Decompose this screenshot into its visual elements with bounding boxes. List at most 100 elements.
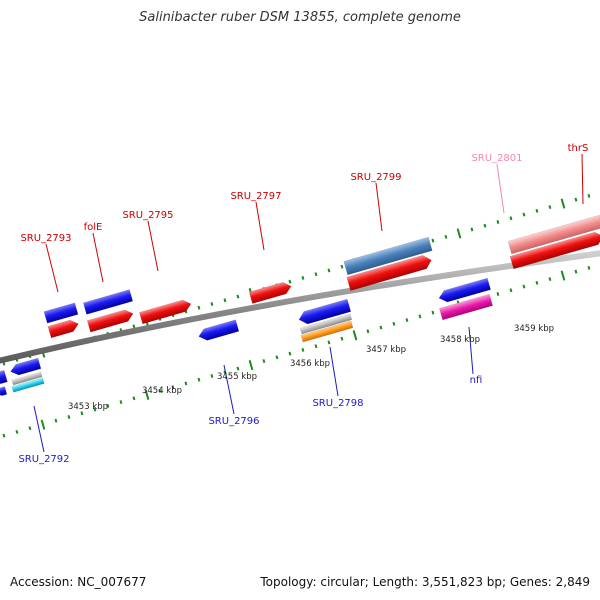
leader-line-SRU_2797 — [255, 201, 265, 251]
kbp-label: 3458 kbp — [440, 335, 480, 345]
leader-line-SRU_2792 — [33, 405, 45, 453]
minor-tick — [275, 355, 279, 360]
minor-tick — [314, 344, 318, 349]
minor-tick — [548, 205, 552, 210]
minor-tick — [132, 324, 136, 329]
minor-tick — [327, 340, 331, 345]
genome-summary-text: Topology: circular; Length: 3,551,823 bp… — [260, 575, 590, 589]
minor-tick — [548, 277, 552, 282]
minor-tick — [171, 385, 175, 390]
minor-tick — [444, 234, 448, 239]
minor-tick — [483, 223, 487, 228]
gene-label-thrS[interactable]: thrS — [568, 143, 589, 154]
gene-label-SRU_2795[interactable]: SRU_2795 — [122, 210, 173, 221]
gene-block-cyan — [11, 377, 45, 393]
minor-tick — [67, 415, 71, 419]
gene-label-SRU_2797[interactable]: SRU_2797 — [230, 191, 281, 202]
gene-label-SRU_2801[interactable]: SRU_2801 — [471, 153, 522, 164]
minor-tick — [366, 329, 370, 334]
kbp-label: 3453 kbp — [68, 402, 108, 412]
minor-tick — [431, 310, 435, 315]
leader-line-SRU_2799 — [375, 182, 383, 232]
gene-features — [0, 214, 600, 396]
kbp-label: 3456 kbp — [290, 359, 330, 369]
gene-block-steel — [343, 236, 433, 276]
leader-line-SRU_2795 — [147, 220, 159, 272]
leader-line-SRU_2801 — [496, 163, 505, 214]
gene-arrow-reverse — [298, 298, 352, 325]
minor-tick — [574, 197, 578, 202]
minor-tick — [106, 403, 110, 408]
kbp-label: 3457 kbp — [366, 345, 406, 355]
minor-tick — [379, 325, 383, 330]
minor-tick — [431, 238, 435, 243]
gene-arrow-forward — [248, 282, 292, 304]
gene-arrow-forward — [346, 255, 432, 291]
minor-tick — [418, 314, 422, 319]
minor-tick — [262, 359, 266, 364]
major-tick — [40, 419, 46, 430]
gene-block-blue — [82, 289, 134, 315]
minor-tick — [496, 220, 500, 224]
leader-line-folE — [92, 232, 104, 283]
minor-tick — [405, 318, 409, 323]
gene-label-SRU_2799[interactable]: SRU_2799 — [350, 172, 401, 183]
minor-tick — [301, 347, 305, 352]
gene-block-gray — [11, 371, 43, 386]
minor-tick — [210, 302, 214, 306]
leader-line-thrS — [581, 153, 584, 205]
minor-tick — [2, 433, 6, 438]
gene-label-nfi[interactable]: nfi — [470, 375, 483, 386]
minor-tick — [158, 388, 162, 393]
genome-title: Salinibacter ruber DSM 13855, complete g… — [139, 10, 461, 25]
minor-tick — [197, 377, 201, 382]
reverse-tick-row — [2, 265, 591, 438]
minor-tick — [509, 288, 513, 293]
minor-tick — [210, 374, 214, 378]
gene-label-SRU_2798[interactable]: SRU_2798 — [312, 398, 363, 409]
minor-tick — [93, 407, 97, 412]
major-tick — [248, 359, 254, 371]
minor-tick — [587, 265, 591, 270]
genome-backbone — [0, 250, 600, 364]
accession-text: Accession: NC_007677 — [10, 575, 147, 589]
minor-tick — [223, 298, 227, 303]
major-tick — [456, 228, 462, 239]
minor-tick — [522, 212, 526, 217]
gene-block-magenta — [438, 293, 494, 321]
gene-arrow-reverse — [0, 386, 8, 396]
minor-tick — [197, 305, 201, 310]
major-tick — [352, 330, 358, 341]
minor-tick — [340, 336, 344, 341]
kbp-label: 3454 kbp — [142, 386, 182, 396]
minor-tick — [392, 321, 396, 326]
minor-tick — [80, 411, 84, 416]
gene-label-SRU_2792[interactable]: SRU_2792 — [18, 454, 69, 465]
major-tick — [560, 270, 566, 281]
leader-line-SRU_2798 — [329, 346, 339, 397]
minor-tick — [54, 418, 58, 423]
minor-tick — [236, 294, 240, 299]
minor-tick — [535, 280, 539, 285]
gene-label-folE[interactable]: folE — [84, 222, 103, 233]
minor-tick — [288, 351, 292, 356]
minor-tick — [327, 268, 331, 273]
gene-block-blue — [43, 302, 79, 324]
gene-arrow-forward — [47, 319, 79, 339]
gene-label-SRU_2793[interactable]: SRU_2793 — [20, 233, 71, 244]
genome-backbone-layer — [0, 250, 600, 364]
minor-tick — [574, 269, 578, 274]
gene-arrow-forward — [86, 309, 134, 333]
label-leader-lines — [33, 153, 584, 453]
gene-arrow-reverse — [0, 369, 8, 385]
gene-label-SRU_2796[interactable]: SRU_2796 — [208, 416, 259, 427]
minor-tick — [496, 292, 500, 296]
pseudogene-block — [507, 214, 600, 255]
major-tick — [144, 389, 150, 400]
minor-tick — [522, 284, 526, 289]
gene-labels: SRU_2793 folE SRU_2795 SRU_2797 SRU_2799 SRU_… — [18, 143, 588, 465]
minor-tick — [301, 275, 305, 280]
minor-tick — [535, 208, 539, 213]
